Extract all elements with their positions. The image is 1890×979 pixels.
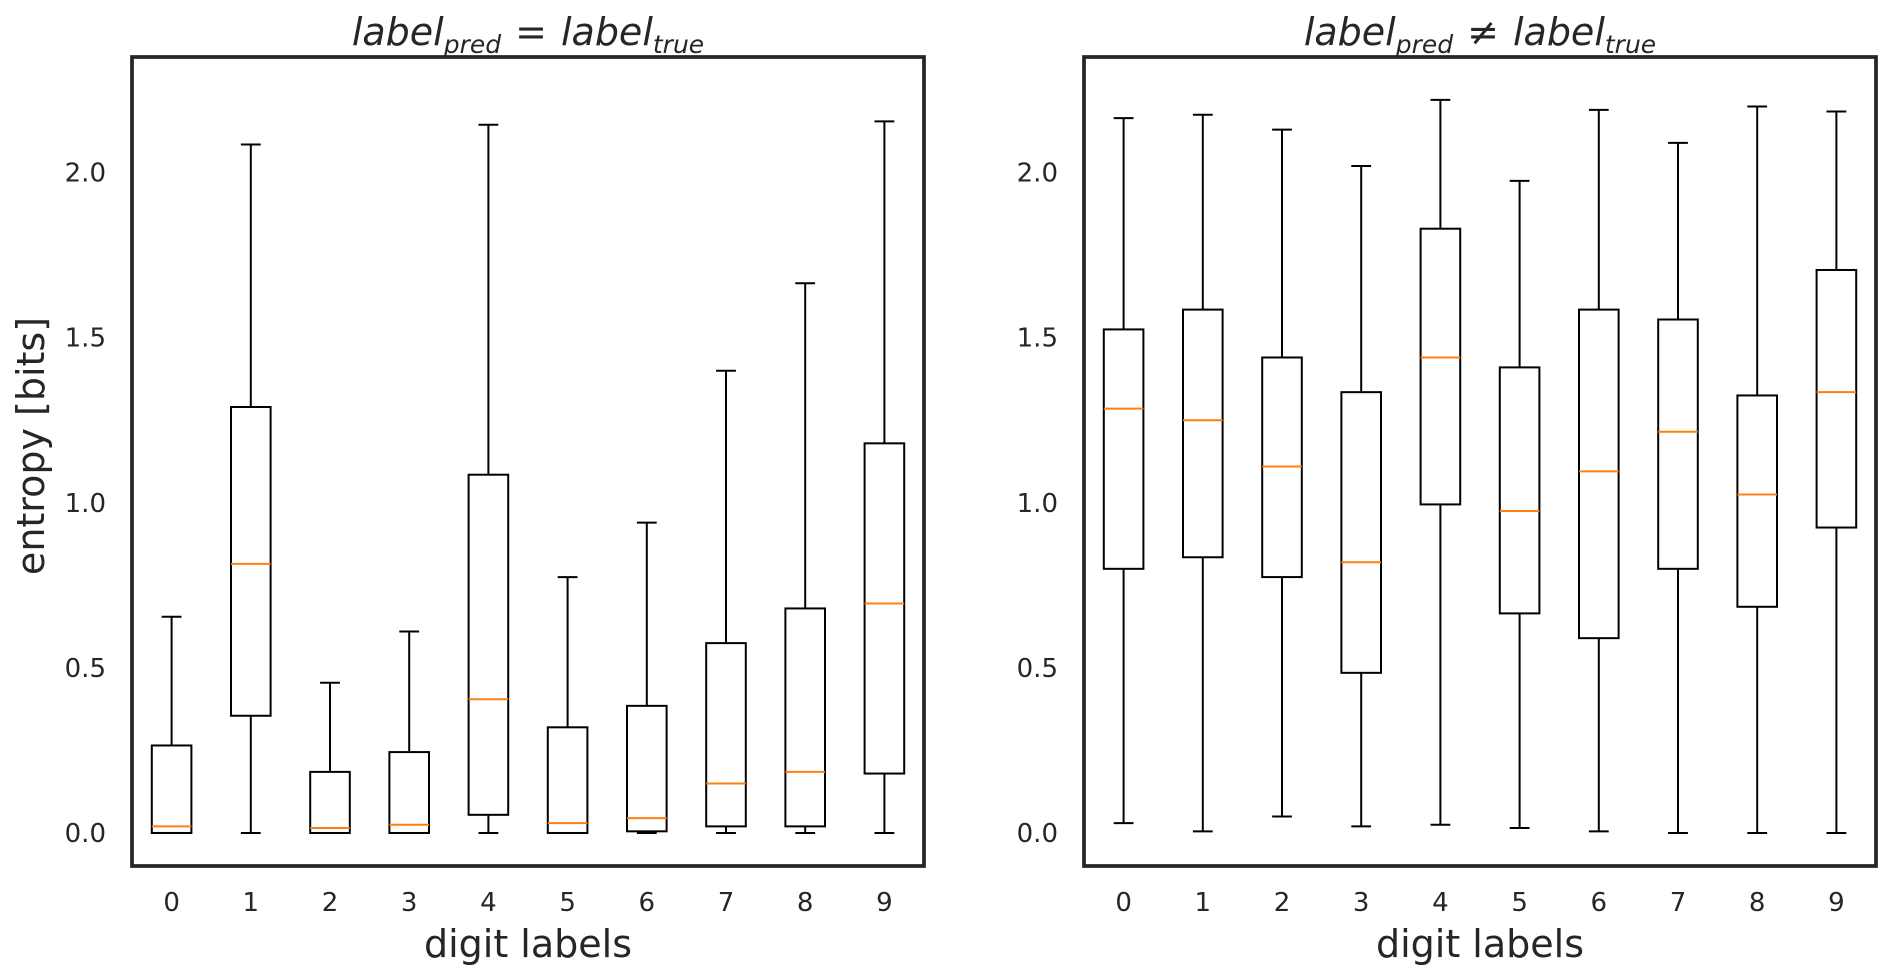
box-group-3 xyxy=(1340,164,1383,828)
iqr-box xyxy=(1498,366,1541,615)
box-group-1 xyxy=(1182,113,1224,833)
box-group-7 xyxy=(705,369,747,834)
xtick-label: 9 xyxy=(876,888,893,918)
right-title-pre: label xyxy=(1304,10,1396,54)
xtick-label: 2 xyxy=(322,888,339,918)
xtick-label: 1 xyxy=(243,888,260,918)
box-group-9 xyxy=(1815,110,1858,834)
iqr-box xyxy=(388,751,430,834)
left-axes-frame xyxy=(130,55,926,868)
xtick-label: 1 xyxy=(1195,888,1212,918)
xtick-label: 7 xyxy=(1670,888,1687,918)
left-title-pre-sub: pred xyxy=(443,30,502,59)
iqr-box xyxy=(1815,268,1858,529)
xtick-label: 5 xyxy=(1511,888,1528,918)
xtick-label: 9 xyxy=(1828,888,1845,918)
ytick-label: 0.0 xyxy=(65,819,106,849)
right-panel-title: labelpred ≠ labeltrue xyxy=(1304,10,1656,59)
ytick-label: 1.5 xyxy=(1017,324,1058,354)
ytick-label: 2.0 xyxy=(1017,159,1058,189)
iqr-box xyxy=(1736,394,1779,608)
box-group-6 xyxy=(626,521,668,834)
right-xlabel: digit labels xyxy=(1376,922,1584,966)
xtick-label: 5 xyxy=(559,888,576,918)
right-title-op: ≠ xyxy=(1467,10,1499,54)
ytick-label: 0.5 xyxy=(65,654,106,684)
iqr-box xyxy=(1182,308,1224,559)
left-panel-title: labelpred = labeltrue xyxy=(352,10,704,59)
left-title-post: label xyxy=(561,10,653,54)
xtick-label: 8 xyxy=(797,888,814,918)
xtick-label: 3 xyxy=(401,888,418,918)
box-group-9 xyxy=(863,120,906,834)
xtick-label: 7 xyxy=(718,888,735,918)
box-group-5 xyxy=(546,576,589,834)
box-group-0 xyxy=(1102,117,1145,825)
iqr-box xyxy=(1657,318,1699,570)
iqr-box xyxy=(150,744,193,834)
ytick-label: 2.0 xyxy=(65,159,106,189)
box-group-8 xyxy=(1736,105,1779,834)
iqr-box xyxy=(1578,308,1620,640)
iqr-box xyxy=(230,406,272,717)
ytick-label: 0.5 xyxy=(1017,654,1058,684)
box-group-2 xyxy=(1261,128,1303,818)
iqr-box xyxy=(1419,227,1462,506)
xtick-label: 6 xyxy=(639,888,656,918)
box-group-4 xyxy=(467,123,510,834)
left-title-post-sub: true xyxy=(653,30,704,59)
xtick-label: 4 xyxy=(1432,888,1449,918)
ytick-label: 0.0 xyxy=(1017,819,1058,849)
xtick-label: 8 xyxy=(1749,888,1766,918)
iqr-box xyxy=(784,607,827,828)
left-ylabel: entropy [bits] xyxy=(9,317,53,575)
box-group-7 xyxy=(1657,141,1699,834)
xtick-label: 3 xyxy=(1353,888,1370,918)
right-ytick-labels: 0.0 0.5 1.0 1.5 2.0 xyxy=(1017,159,1058,849)
xtick-label: 0 xyxy=(163,888,180,918)
xtick-label: 2 xyxy=(1274,888,1291,918)
iqr-box xyxy=(467,473,510,816)
box-group-6 xyxy=(1578,108,1620,833)
xtick-label: 6 xyxy=(1591,888,1608,918)
ytick-label: 1.0 xyxy=(1017,489,1058,519)
left-xlabel: digit labels xyxy=(424,922,632,966)
iqr-box xyxy=(309,770,351,834)
left-xtick-labels: 0 1 2 3 4 5 6 7 8 9 xyxy=(163,888,892,918)
box-group-3 xyxy=(388,630,430,834)
ytick-label: 1.0 xyxy=(65,489,106,519)
box-group-4 xyxy=(1419,98,1462,826)
iqr-box xyxy=(863,442,906,775)
ytick-label: 1.5 xyxy=(65,324,106,354)
iqr-box xyxy=(546,726,589,834)
right-title-post-sub: true xyxy=(1605,30,1656,59)
right-title-pre-sub: pred xyxy=(1395,30,1454,59)
left-marks xyxy=(150,120,906,834)
iqr-box xyxy=(626,704,668,833)
box-group-5 xyxy=(1498,179,1541,830)
xtick-label: 0 xyxy=(1115,888,1132,918)
box-group-8 xyxy=(784,282,827,834)
right-title-post: label xyxy=(1513,10,1605,54)
iqr-box xyxy=(1102,328,1145,570)
xtick-label: 4 xyxy=(480,888,497,918)
box-group-2 xyxy=(309,681,351,834)
right-axes-frame xyxy=(1082,55,1878,868)
iqr-box xyxy=(705,642,747,828)
iqr-box xyxy=(1340,391,1383,674)
box-group-0 xyxy=(150,615,193,834)
left-ytick-labels: 0.0 0.5 1.0 1.5 2.0 xyxy=(65,159,106,849)
box-group-1 xyxy=(230,143,272,834)
right-marks xyxy=(1102,98,1858,834)
left-title-op: = xyxy=(515,10,547,54)
left-title-pre: label xyxy=(352,10,444,54)
right-xtick-labels: 0 1 2 3 4 5 6 7 8 9 xyxy=(1115,888,1844,918)
